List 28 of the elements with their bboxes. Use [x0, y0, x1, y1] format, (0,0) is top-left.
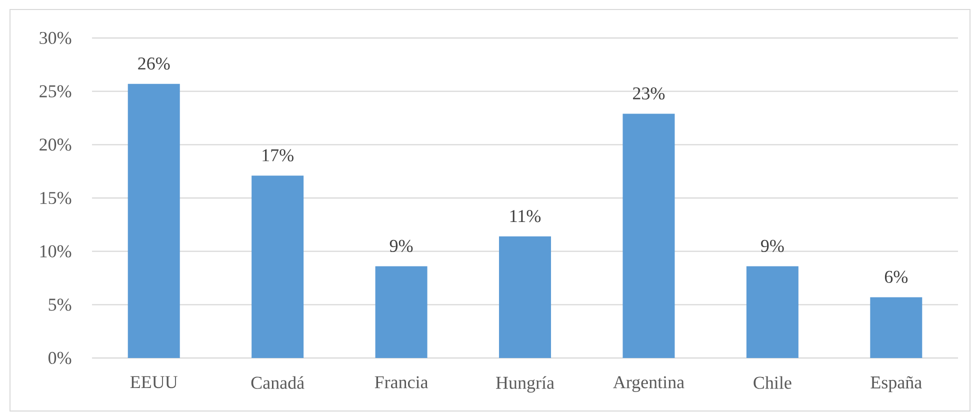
y-tick-label: 10% [40, 245, 72, 258]
y-tick-label: 15% [40, 192, 72, 204]
bar [375, 266, 428, 358]
bar [128, 84, 180, 358]
y-tick-label: 30% [40, 32, 72, 44]
data-label: 6% [884, 270, 908, 283]
x-tick-label: Chile [754, 376, 792, 389]
y-tick-label: 25% [40, 85, 72, 98]
y-tick-label: 0% [48, 352, 72, 364]
x-tick-label: Argentina [613, 376, 684, 392]
x-tick-label: Francia [374, 376, 428, 388]
data-label: 23% [633, 87, 665, 100]
bar [746, 266, 798, 358]
bar [252, 176, 304, 358]
y-tick-label: 5% [48, 298, 72, 311]
bar [870, 297, 922, 358]
x-tick-label: España [870, 376, 922, 392]
data-label: 11% [510, 210, 541, 222]
bar [499, 236, 552, 358]
x-tick-label: Canadá [251, 376, 304, 389]
data-label: 17% [262, 149, 294, 162]
x-tick-label: EEUU [130, 376, 178, 388]
bar [622, 114, 675, 358]
data-label: 9% [761, 240, 784, 252]
data-label: 26% [138, 57, 170, 70]
x-tick-label: Hungría [496, 376, 554, 393]
y-tick-label: 20% [40, 138, 72, 151]
data-label: 9% [390, 240, 413, 252]
